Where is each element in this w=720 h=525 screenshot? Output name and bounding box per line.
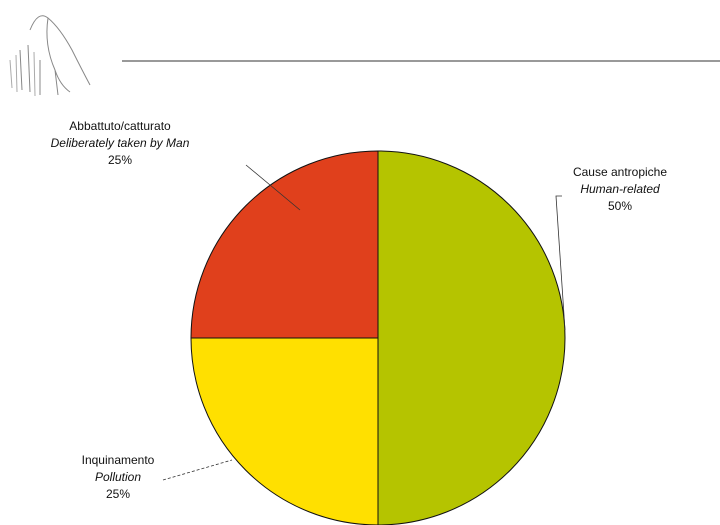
label-it: Inquinamento (81, 453, 155, 467)
leader-line (245, 164, 301, 211)
leader-line (555, 195, 566, 331)
logo-bird (9, 15, 91, 97)
label-it: Cause antropiche (572, 165, 668, 179)
label-pct: 50% (607, 199, 633, 213)
label-pct: 25% (105, 487, 131, 501)
label-pct: 25% (107, 153, 133, 167)
slice-label: Cause antropiche Human-related 50% (560, 164, 680, 215)
label-it: Abbattuto/catturato (69, 119, 171, 133)
label-en: Human-related (580, 182, 660, 196)
pie-slice (190, 150, 379, 339)
leader-line (162, 459, 233, 481)
pie-slice (190, 337, 379, 525)
pie-slice (377, 150, 566, 525)
slice-label: Inquinamento Pollution 25% (60, 452, 176, 503)
label-en: Pollution (94, 470, 142, 484)
slice-label: Abbattuto/catturato Deliberately taken by… (50, 118, 190, 169)
label-en: Deliberately taken by Man (50, 136, 190, 150)
